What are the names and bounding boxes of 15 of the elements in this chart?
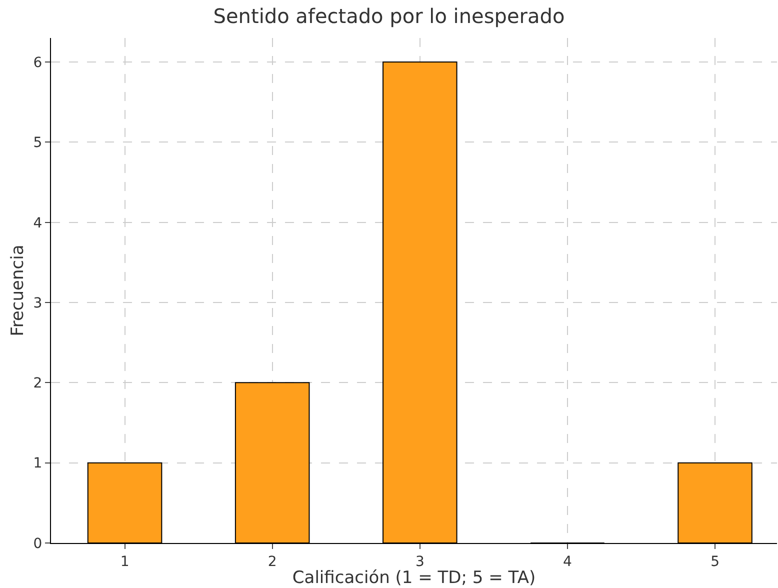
chart-title: Sentido afectado por lo inesperado	[213, 4, 565, 28]
y-tick-label: 1	[33, 456, 42, 472]
y-axis-title: Frecuencia	[8, 244, 28, 336]
y-tick-label: 5	[33, 135, 42, 152]
y-tick-label: 4	[33, 215, 42, 232]
y-tick-label: 3	[33, 295, 42, 312]
x-tick-label: 1	[120, 554, 130, 570]
x-tick-label: 5	[710, 554, 720, 570]
y-tick-label: 2	[33, 376, 42, 392]
x-tick-label: 2	[268, 554, 277, 570]
y-tick-label: 0	[33, 536, 42, 552]
x-axis-title: Calificación (1 = TD; 5 = TA)	[292, 568, 536, 588]
x-tick-label: 4	[563, 554, 572, 570]
x-tick-label: 3	[415, 554, 424, 570]
y-tick-label: 6	[33, 54, 42, 71]
